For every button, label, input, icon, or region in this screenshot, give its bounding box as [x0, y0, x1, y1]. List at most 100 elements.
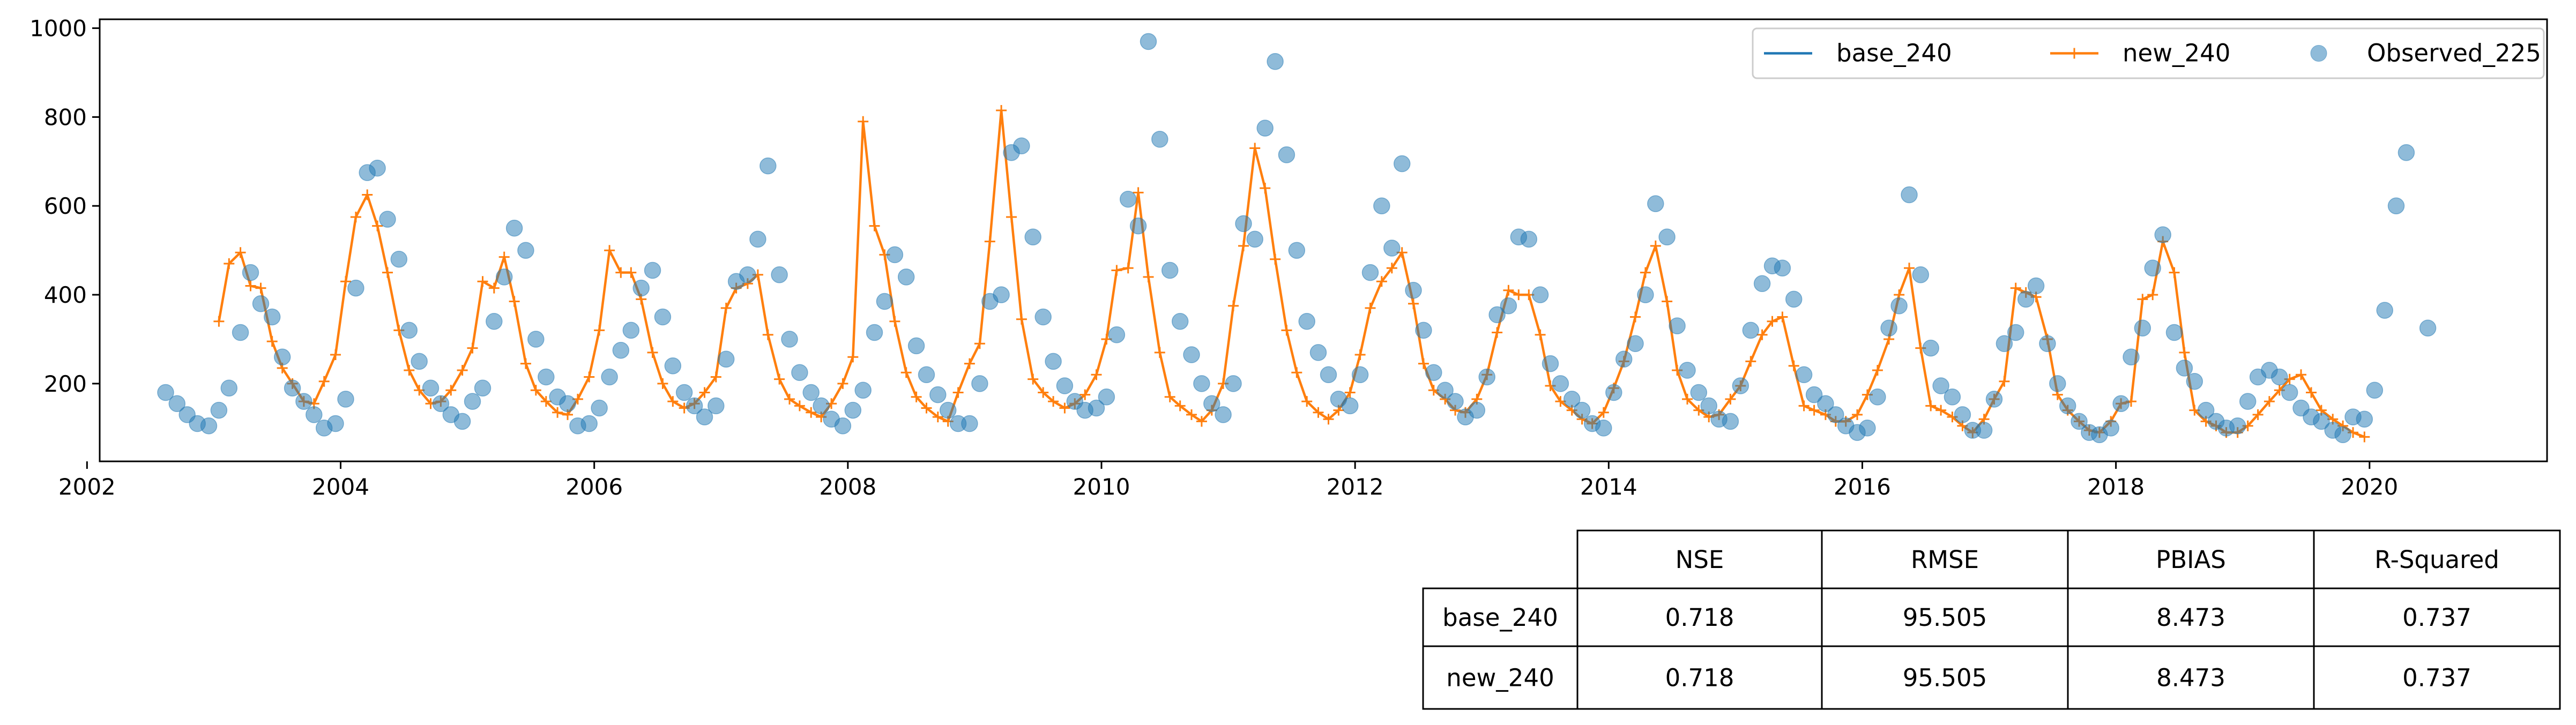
new-240-marker [1133, 187, 1144, 198]
new-240-marker [318, 376, 330, 387]
y-tick-label: 400 [44, 282, 87, 308]
observed-point [2186, 373, 2203, 390]
observed-point [1393, 155, 1411, 173]
table-cell-value: 8.473 [2156, 603, 2225, 632]
new-240-marker [488, 282, 500, 294]
observed-point [1088, 399, 1105, 417]
observed-point [1140, 33, 1157, 50]
new-240-marker [900, 367, 912, 378]
observed-point [612, 341, 630, 359]
observed-point [295, 393, 312, 410]
observed-point [1700, 397, 1717, 415]
observed-point [601, 368, 618, 386]
new-240-marker [1186, 409, 1197, 420]
observed-point [664, 357, 682, 375]
observed-point [1595, 420, 1612, 437]
legend-marker-new-240 [2069, 48, 2080, 59]
observed-point [1203, 395, 1220, 412]
observed-point [538, 368, 555, 386]
observed-point [876, 293, 894, 310]
observed-point [1552, 375, 1569, 392]
new-240-marker [1418, 358, 1429, 369]
table-cell-value: 0.737 [2402, 603, 2471, 632]
observed-point [2017, 290, 2035, 308]
observed-point [717, 350, 735, 368]
legend: base_240 new_240 Observed_225 [1752, 27, 2545, 79]
observed-point [1627, 335, 1644, 353]
table-header-cell [1821, 529, 2069, 589]
observed-point [1013, 137, 1030, 155]
new-240-marker [1662, 296, 1673, 307]
table-column-header: PBIAS [2156, 545, 2226, 574]
observed-point [474, 379, 492, 397]
observed-point [527, 331, 545, 348]
new-240-marker [330, 349, 341, 360]
observed-point [1954, 406, 1971, 423]
new-240-marker [1260, 183, 1271, 194]
table-cell [1821, 645, 2069, 710]
observed-point [2271, 368, 2288, 386]
legend-label-observed-225: Observed_225 [2367, 39, 2541, 68]
observed-point [1573, 401, 1591, 419]
new-240-marker [647, 347, 658, 358]
observed-point [1034, 308, 1052, 326]
observed-point [453, 413, 471, 430]
observed-point [2387, 197, 2405, 214]
new-240-marker [657, 378, 668, 389]
observed-point [2039, 335, 2056, 353]
observed-point [2334, 426, 2351, 444]
observed-point [559, 395, 576, 412]
new-240-marker [1598, 407, 1609, 418]
new-240-marker [1682, 393, 1693, 405]
observed-point [2071, 413, 2088, 430]
new-240-marker [1725, 393, 1736, 405]
y-tick-label: 600 [44, 193, 87, 219]
observed-point [1119, 191, 1137, 208]
table-column-header: RMSE [1911, 545, 1979, 574]
plot-background [100, 19, 2547, 461]
new-240-marker [794, 400, 805, 412]
table-row-label: new_240 [1446, 664, 1554, 692]
observed-point [1425, 364, 1442, 381]
observed-point [1256, 119, 1274, 137]
observed-point [580, 415, 598, 432]
new-240-marker [1935, 405, 1947, 416]
observed-point [1098, 388, 1115, 406]
observed-point [200, 417, 218, 435]
observed-point [1722, 413, 1739, 430]
observed-point [929, 386, 947, 403]
observed-point [1817, 395, 1834, 412]
observed-point [2102, 420, 2119, 437]
new-240-marker [1091, 369, 1102, 380]
observed-point [1129, 217, 1147, 235]
observed-point [1996, 335, 2013, 353]
observed-point [252, 295, 270, 312]
x-tick-label: 2016 [1834, 474, 1891, 500]
new-240-marker [720, 302, 732, 313]
observed-point [242, 264, 259, 281]
observed-point [644, 261, 661, 279]
new-240-marker [509, 296, 520, 307]
observed-point [1235, 215, 1252, 233]
observed-point [854, 382, 872, 399]
new-240-marker [340, 276, 351, 287]
new-240-marker [404, 365, 415, 376]
observed-point [632, 279, 650, 297]
observed-point [1320, 366, 1337, 384]
observed-point [1563, 391, 1581, 408]
new-240-marker [540, 396, 552, 407]
observed-point [2134, 319, 2151, 337]
y-tick-label: 800 [44, 104, 87, 130]
table-header-cell [2313, 529, 2561, 589]
observed-point [486, 313, 503, 330]
observed-point [232, 324, 249, 341]
series-layer [157, 33, 2437, 444]
new-240-marker [498, 251, 510, 263]
observed-point [495, 268, 513, 286]
new-240-marker [1904, 263, 1915, 274]
new-240-marker [615, 267, 627, 278]
observed-point [1436, 382, 1454, 399]
observed-point [369, 160, 386, 177]
observed-point [1447, 393, 1464, 410]
observed-point [1351, 366, 1369, 384]
